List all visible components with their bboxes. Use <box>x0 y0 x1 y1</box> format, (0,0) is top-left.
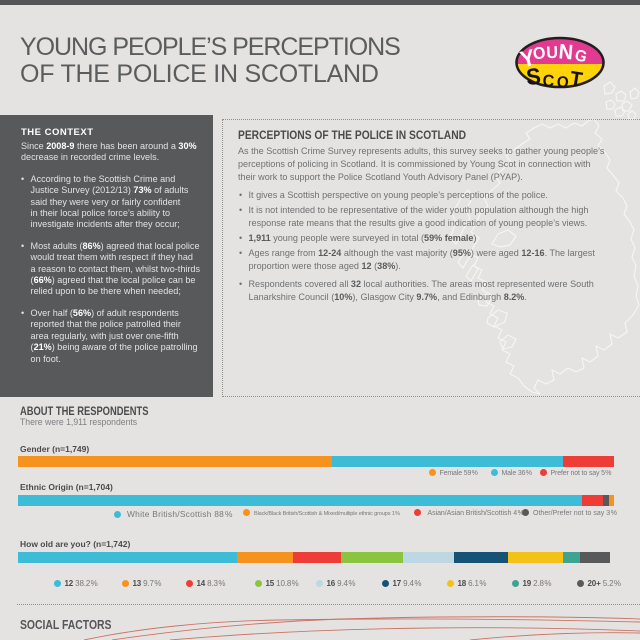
svg-text:N: N <box>558 40 574 65</box>
svg-text:C: C <box>542 71 555 91</box>
svg-text:Y: Y <box>518 44 538 72</box>
svg-text:G: G <box>573 47 588 67</box>
svg-text:O: O <box>556 73 570 91</box>
svg-text:O: O <box>532 43 547 64</box>
svg-text:S: S <box>525 63 542 90</box>
svg-text:T: T <box>568 67 584 91</box>
svg-text:U: U <box>546 42 558 62</box>
